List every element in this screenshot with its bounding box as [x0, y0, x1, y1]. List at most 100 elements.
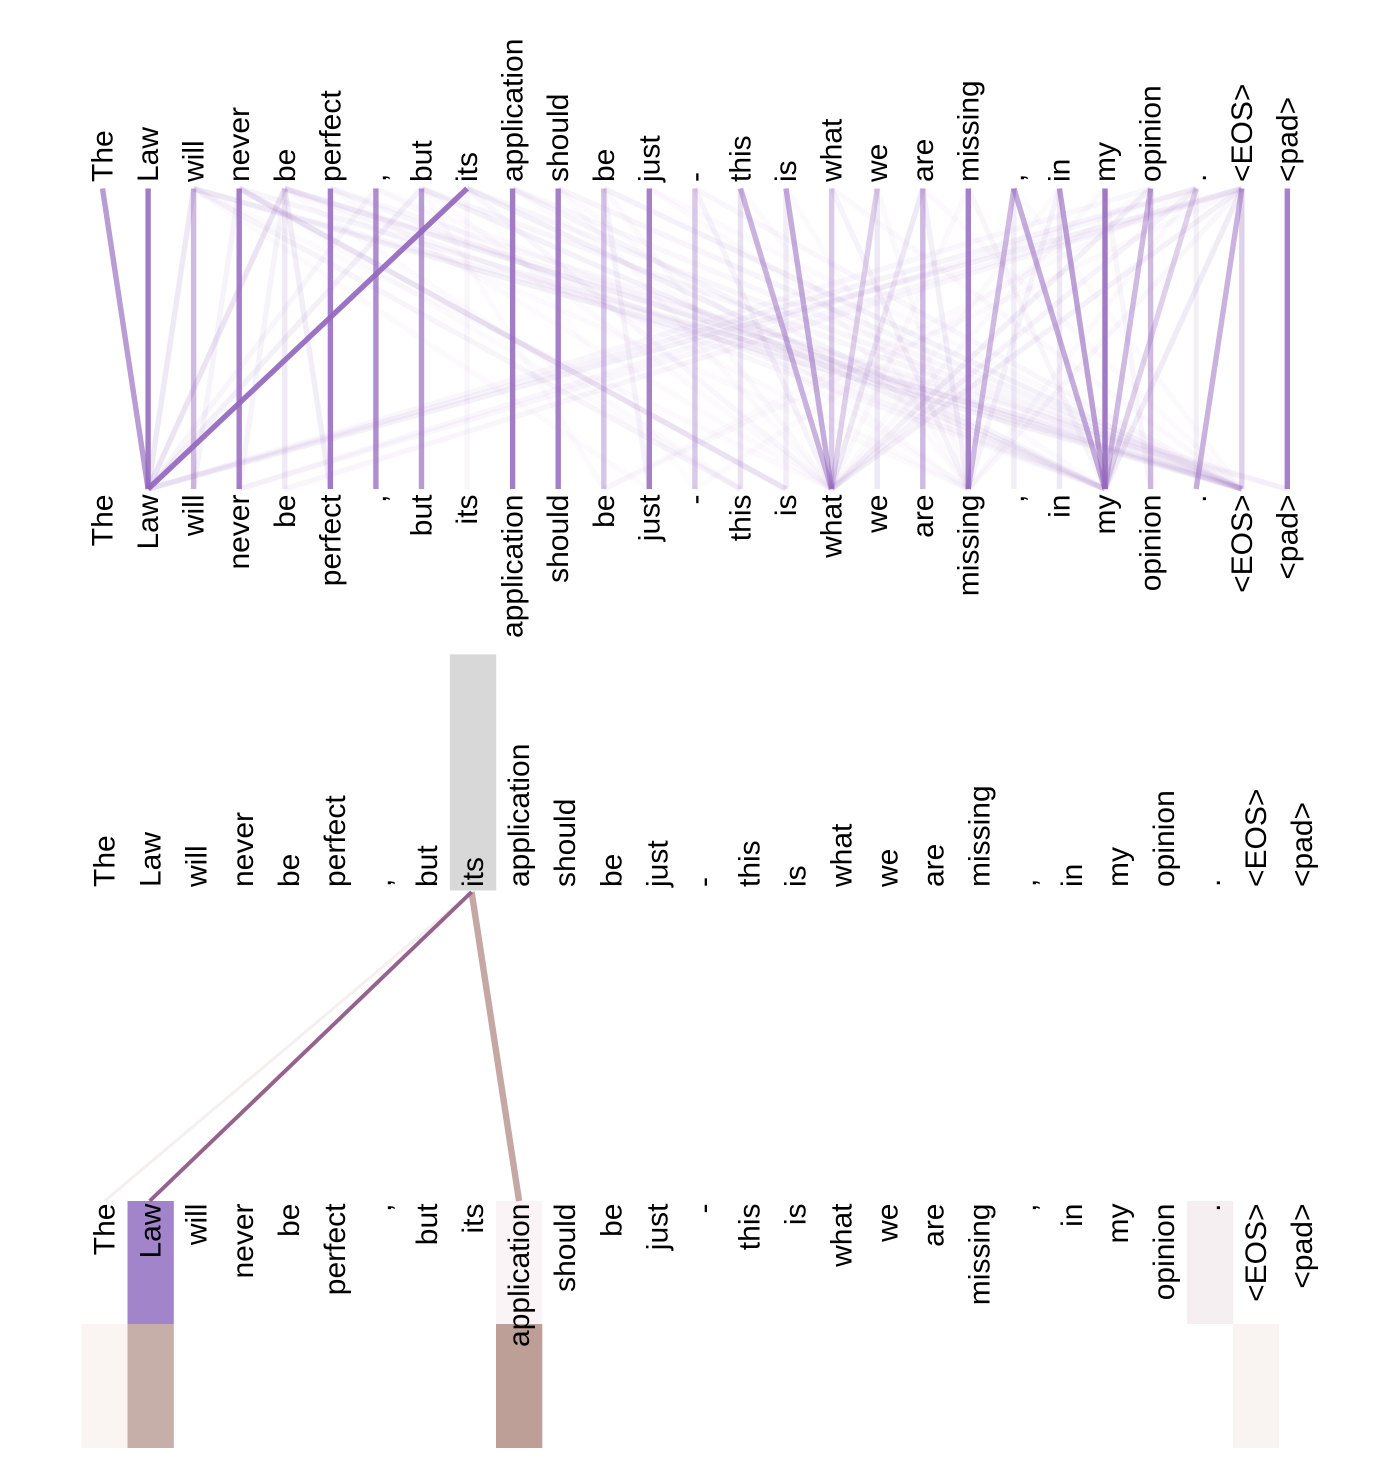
- svg-text:Law: Law: [132, 127, 165, 182]
- svg-text:-: -: [687, 877, 720, 887]
- svg-text:in: in: [1056, 864, 1089, 887]
- svg-text:its: its: [451, 152, 484, 182]
- svg-text:are: are: [907, 495, 940, 538]
- svg-text:opinion: opinion: [1148, 790, 1181, 887]
- svg-text:-: -: [687, 1204, 720, 1214]
- svg-text:is: is: [780, 1204, 813, 1226]
- svg-text:this: this: [733, 840, 766, 887]
- svg-text:my: my: [1102, 1204, 1135, 1244]
- svg-text:Law: Law: [135, 1203, 168, 1258]
- svg-text:be: be: [588, 149, 621, 182]
- svg-text:my: my: [1089, 495, 1122, 535]
- svg-text:perfect: perfect: [319, 1203, 352, 1295]
- svg-text:my: my: [1089, 142, 1122, 182]
- svg-text:this: this: [725, 135, 758, 182]
- svg-text:this: this: [733, 1204, 766, 1251]
- svg-text:be: be: [595, 854, 628, 887]
- svg-text:just: just: [633, 494, 666, 542]
- svg-text:we: we: [872, 849, 905, 888]
- svg-text:is: is: [780, 865, 813, 887]
- svg-text:,: ,: [360, 174, 393, 182]
- svg-text:,: ,: [1010, 1204, 1043, 1212]
- svg-text:just: just: [641, 1203, 674, 1251]
- svg-text:what: what: [826, 823, 859, 888]
- svg-text:-: -: [679, 495, 712, 505]
- svg-text:its: its: [451, 495, 484, 525]
- svg-text:<EOS>: <EOS>: [1226, 84, 1259, 182]
- svg-text:is: is: [770, 495, 803, 517]
- svg-text:perfect: perfect: [314, 494, 347, 586]
- svg-text:should: should: [549, 1204, 582, 1292]
- svg-text:just: just: [641, 840, 674, 888]
- svg-text:never: never: [223, 494, 256, 569]
- svg-text:,: ,: [365, 879, 398, 887]
- svg-text:what: what: [816, 494, 849, 559]
- svg-text:<pad>: <pad>: [1271, 97, 1304, 182]
- svg-text:are: are: [907, 139, 940, 182]
- svg-text:what: what: [826, 1203, 859, 1268]
- svg-text:will: will: [178, 140, 211, 183]
- svg-text:The: The: [89, 835, 122, 887]
- svg-text:but: but: [406, 140, 439, 182]
- svg-text:will: will: [181, 845, 214, 888]
- svg-text:in: in: [1056, 1204, 1089, 1227]
- svg-text:missing: missing: [952, 80, 985, 182]
- svg-text:perfect: perfect: [319, 795, 352, 887]
- svg-text:in: in: [1044, 495, 1077, 518]
- svg-text:Law: Law: [132, 494, 165, 549]
- svg-text:missing: missing: [964, 785, 997, 887]
- svg-text:.: .: [1194, 879, 1227, 887]
- svg-text:The: The: [89, 1204, 122, 1256]
- svg-text:application: application: [503, 1204, 536, 1347]
- svg-text:opinion: opinion: [1148, 1204, 1181, 1301]
- svg-text:we: we: [861, 144, 894, 183]
- svg-text:be: be: [273, 1204, 306, 1237]
- svg-text:,: ,: [1010, 879, 1043, 887]
- svg-text:<EOS>: <EOS>: [1240, 789, 1273, 887]
- svg-text:should: should: [542, 495, 575, 583]
- svg-text:be: be: [273, 854, 306, 887]
- svg-text:will: will: [178, 495, 211, 538]
- svg-text:Law: Law: [135, 832, 168, 887]
- svg-text:The: The: [87, 130, 120, 182]
- svg-text:application: application: [497, 495, 530, 638]
- svg-text:<pad>: <pad>: [1286, 1204, 1319, 1289]
- svg-text:The: The: [87, 495, 120, 547]
- svg-text:should: should: [549, 799, 582, 887]
- svg-text:missing: missing: [964, 1204, 997, 1306]
- svg-text:is: is: [770, 160, 803, 182]
- svg-text:opinion: opinion: [1135, 495, 1168, 592]
- svg-text:,: ,: [365, 1204, 398, 1212]
- svg-text:missing: missing: [952, 495, 985, 597]
- svg-text:perfect: perfect: [314, 90, 347, 182]
- svg-text:<EOS>: <EOS>: [1240, 1204, 1273, 1302]
- svg-text:be: be: [269, 495, 302, 528]
- svg-text:.: .: [1180, 174, 1213, 182]
- svg-text:never: never: [227, 1203, 260, 1278]
- svg-text:,: ,: [998, 495, 1031, 503]
- svg-text:will: will: [181, 1204, 214, 1247]
- svg-text:in: in: [1044, 159, 1077, 182]
- svg-text:never: never: [227, 812, 260, 887]
- svg-text:,: ,: [998, 174, 1031, 182]
- svg-text:<pad>: <pad>: [1271, 495, 1304, 580]
- svg-text:be: be: [588, 495, 621, 528]
- svg-text:but: but: [411, 1203, 444, 1245]
- svg-text:my: my: [1102, 847, 1135, 887]
- svg-text:,: ,: [360, 495, 393, 503]
- svg-text:-: -: [679, 172, 712, 182]
- svg-text:be: be: [269, 149, 302, 182]
- svg-text:but: but: [406, 494, 439, 536]
- svg-text:never: never: [223, 107, 256, 182]
- svg-text:<EOS>: <EOS>: [1226, 495, 1259, 593]
- svg-text:should: should: [542, 94, 575, 182]
- svg-text:are: are: [918, 1204, 951, 1247]
- svg-text:application: application: [497, 39, 530, 182]
- svg-text:this: this: [725, 495, 758, 542]
- svg-text:application: application: [503, 744, 536, 887]
- svg-text:its: its: [457, 857, 490, 887]
- svg-text:opinion: opinion: [1135, 85, 1168, 182]
- svg-text:be: be: [595, 1204, 628, 1237]
- svg-text:are: are: [918, 844, 951, 887]
- svg-text:what: what: [816, 118, 849, 183]
